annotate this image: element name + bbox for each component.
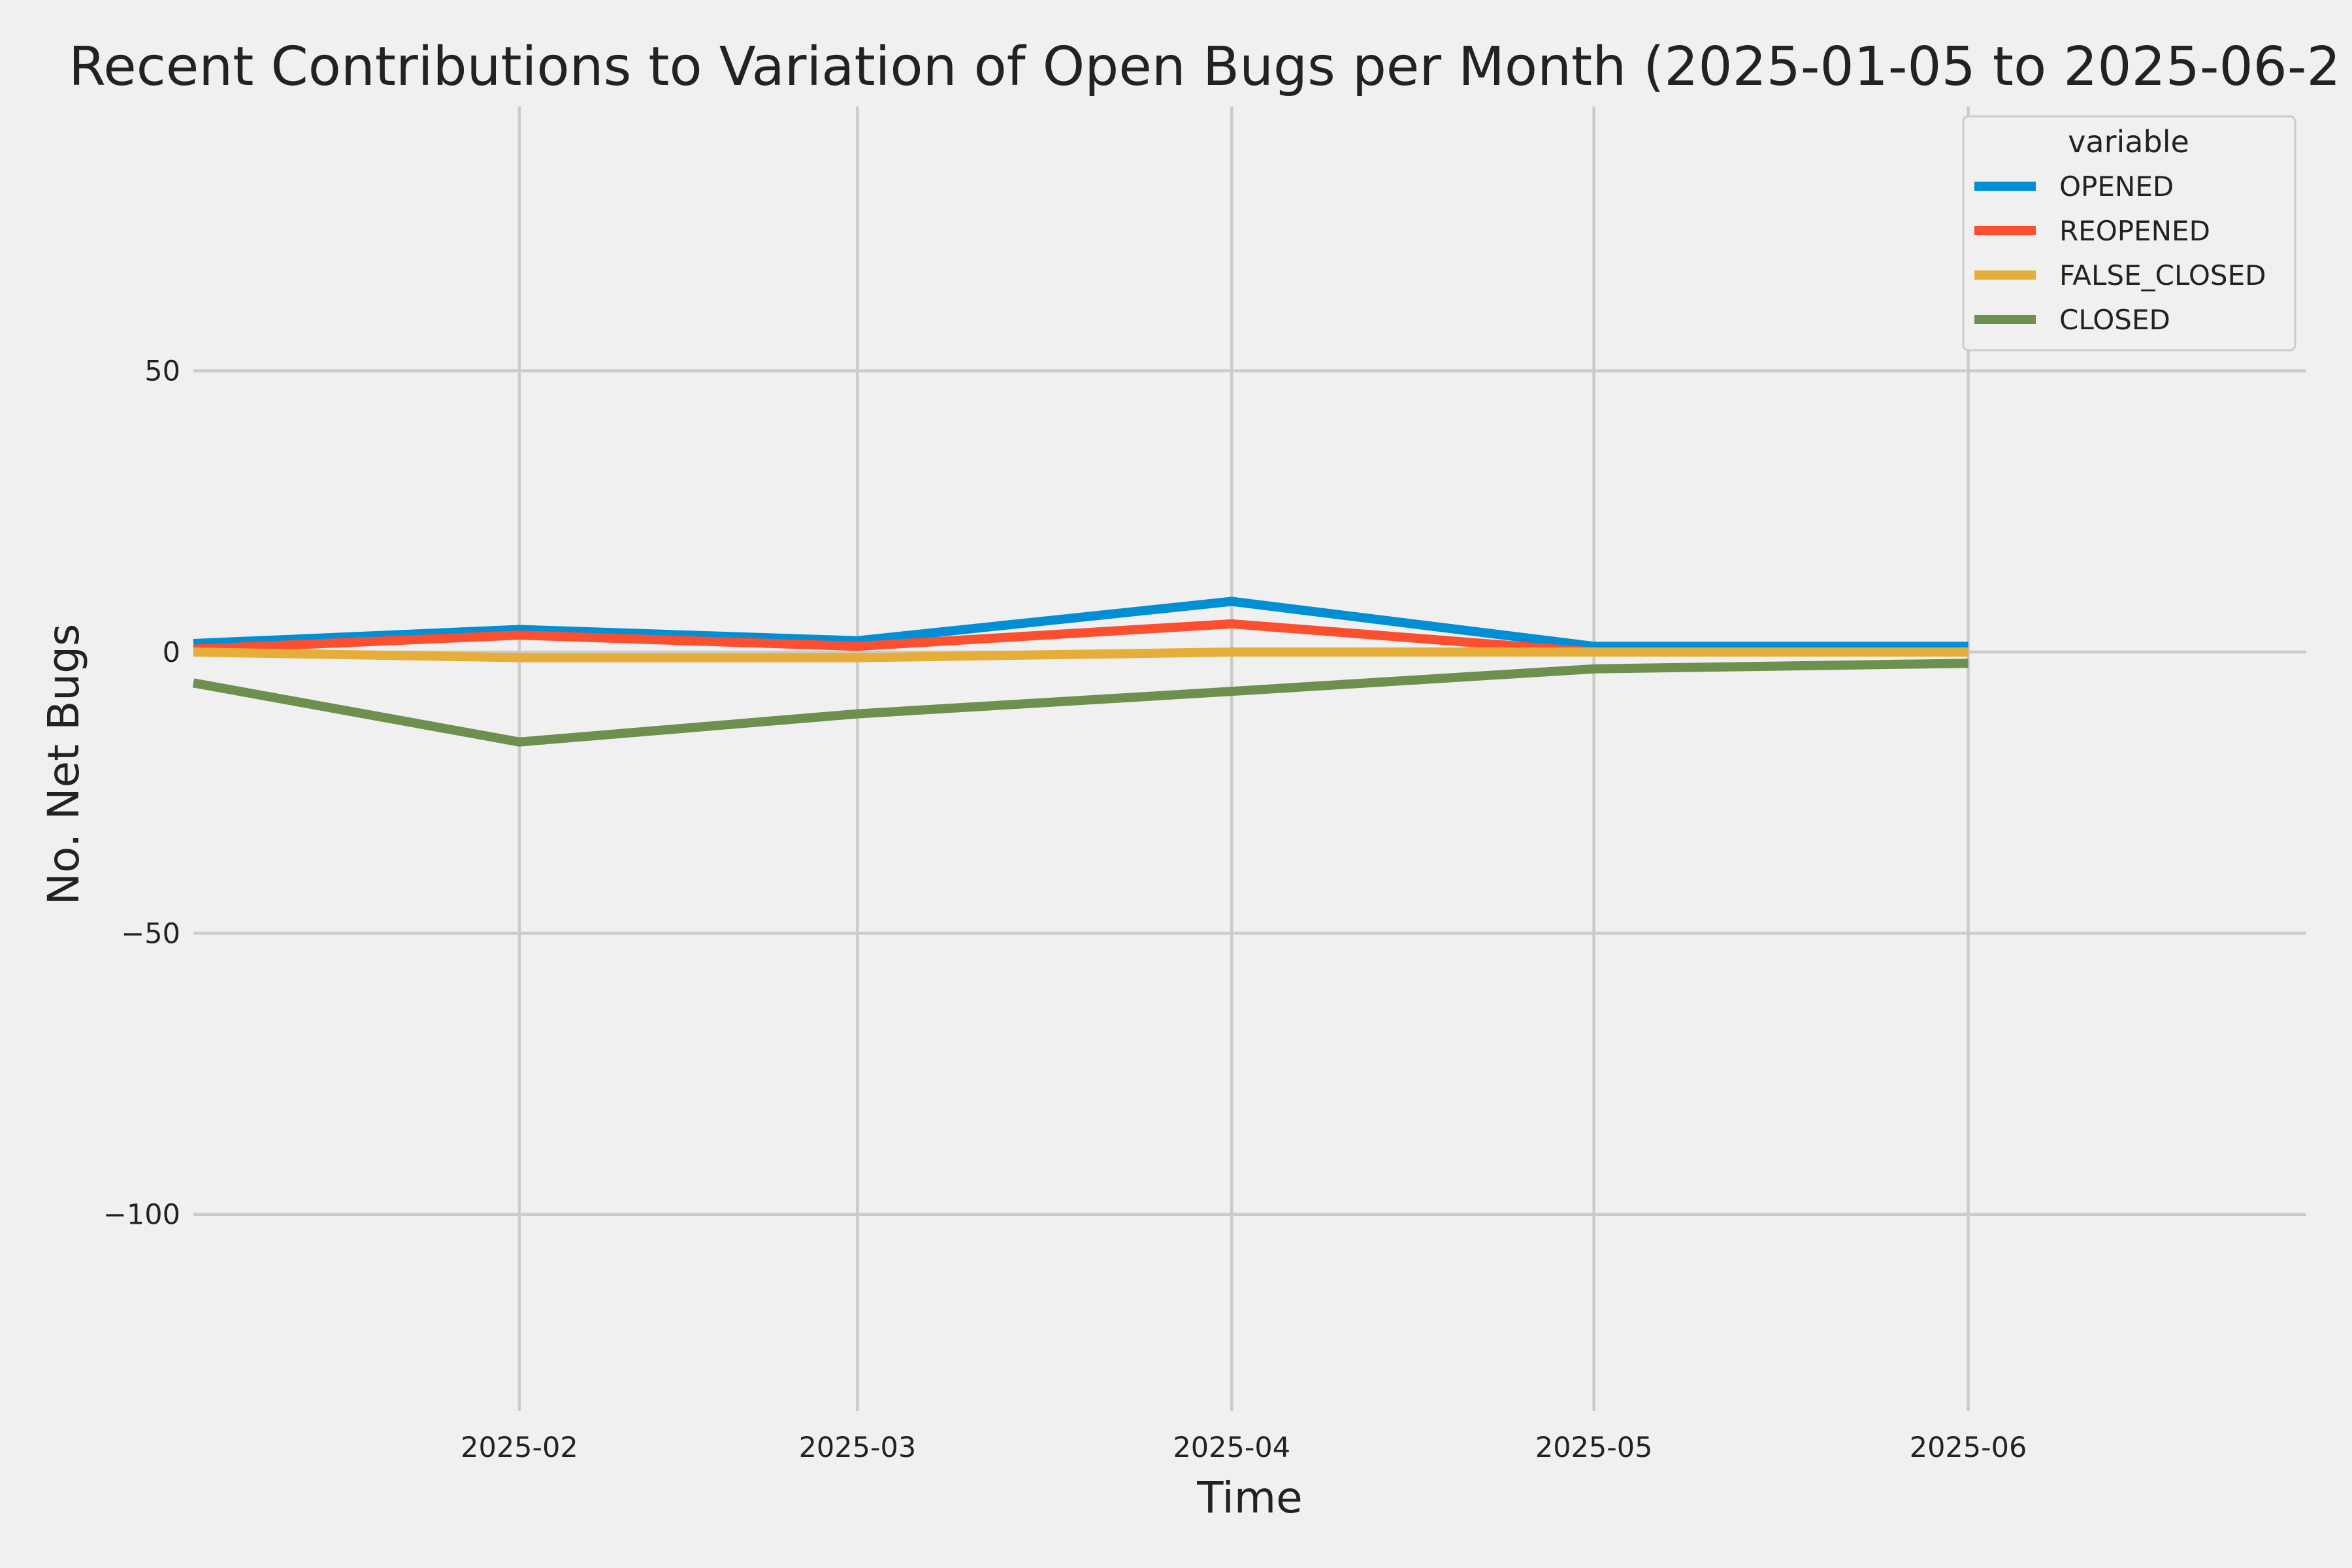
- series-line-false-closed: [193, 647, 1968, 662]
- tick-labels: 50 0 −50 −100 2025-02 2025-03 2025-04 2025-05 20…: [103, 355, 2027, 1464]
- series-line-opened: [193, 596, 1968, 651]
- y-tick-label: −50: [121, 917, 180, 950]
- x-tick-label: 2025-05: [1535, 1431, 1653, 1464]
- legend-label-reopened: REOPENED: [2059, 215, 2210, 247]
- x-tick-label: 2025-02: [461, 1431, 578, 1464]
- legend-box: [1962, 115, 2296, 351]
- legend-label-opened: OPENED: [2059, 171, 2174, 203]
- y-axis-label: No. Net Bugs: [39, 624, 89, 906]
- chart-title: Recent Contributions to Variation of Ope…: [69, 36, 2341, 98]
- series-line-closed: [192, 659, 1968, 747]
- x-tick-label: 2025-06: [1910, 1431, 2027, 1464]
- y-tick-label: −100: [103, 1199, 180, 1232]
- legend-label-closed: CLOSED: [2059, 304, 2170, 336]
- y-tick-label: 50: [144, 355, 180, 388]
- x-axis-label: Time: [1196, 1473, 1303, 1523]
- x-tick-label: 2025-03: [799, 1431, 917, 1464]
- legend-label-false-closed: FALSE_CLOSED: [2059, 259, 2266, 291]
- legend: variable OPENED REOPENED FALSE_CLOSED CLOSE…: [1962, 115, 2296, 351]
- legend-entries: OPENED REOPENED FALSE_CLOSED CLOSED: [1974, 171, 2266, 336]
- legend-title: variable: [2068, 124, 2189, 159]
- y-tick-label: 0: [163, 636, 180, 669]
- x-tick-label: 2025-04: [1173, 1431, 1290, 1464]
- series-lines: [192, 596, 1968, 747]
